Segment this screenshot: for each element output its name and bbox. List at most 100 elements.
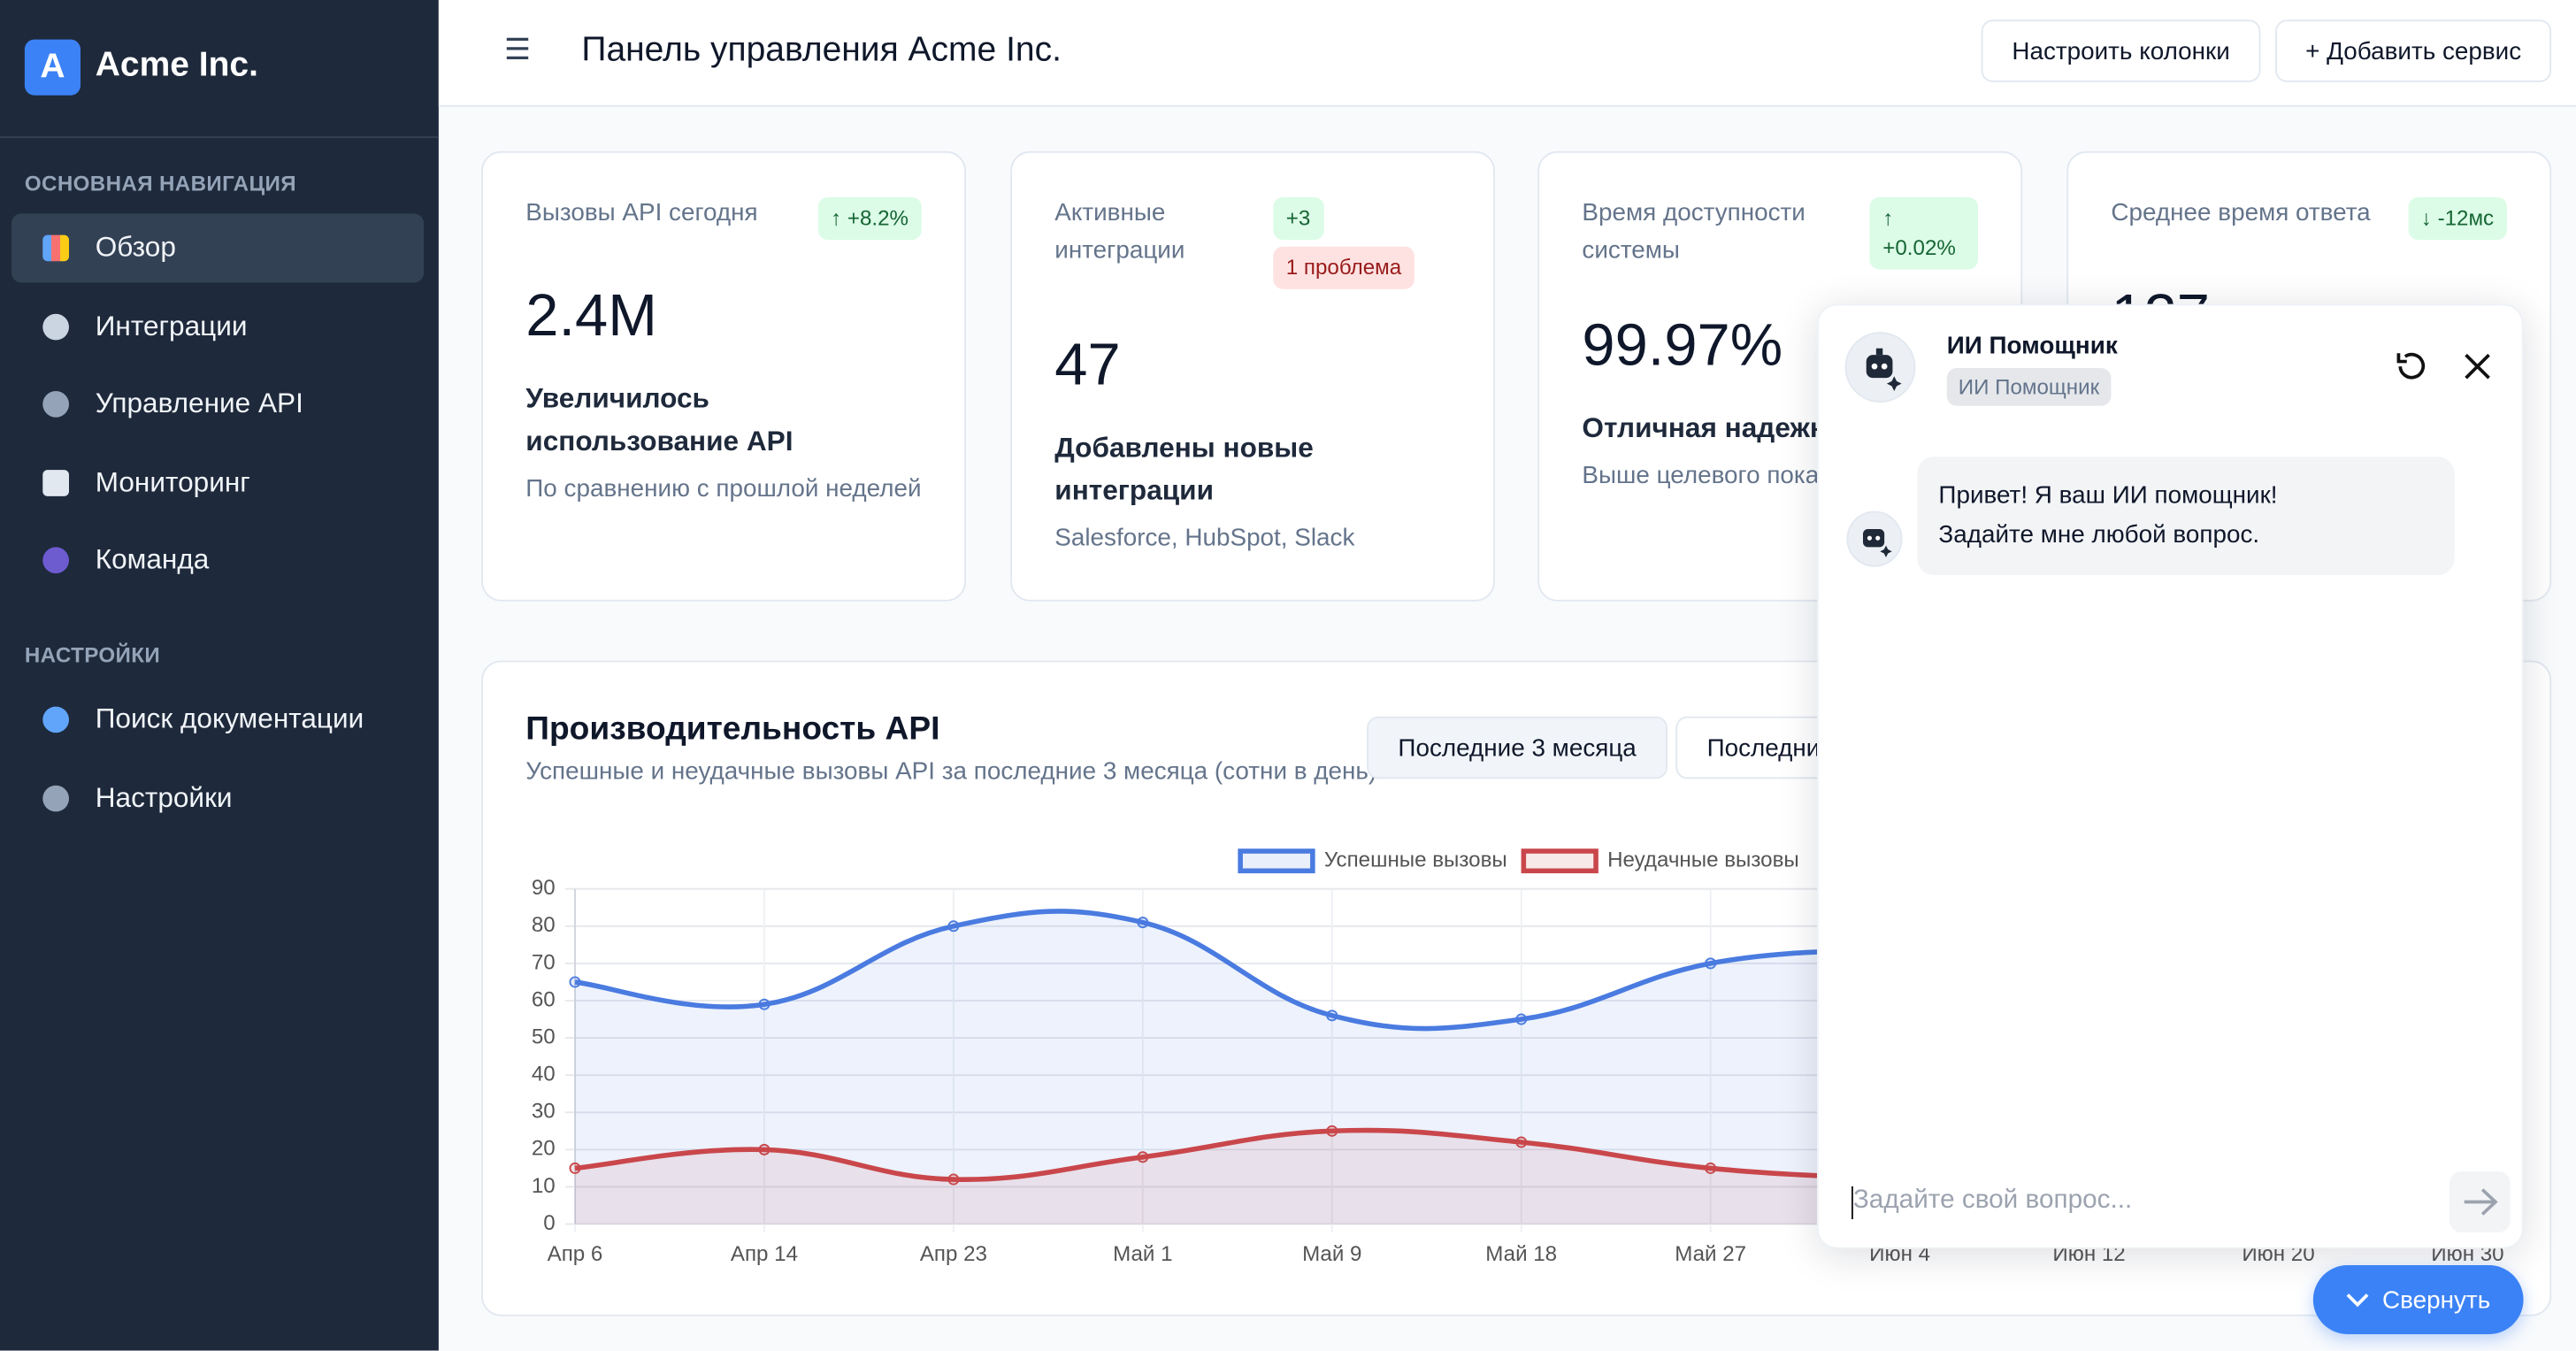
- x-tick-label: Апр 6: [548, 1242, 603, 1266]
- nav-icon: [42, 785, 69, 812]
- nav-icon: [42, 391, 69, 418]
- y-tick-label: 80: [532, 913, 556, 937]
- button[interactable]: Настроить колонки: [1981, 19, 2261, 82]
- nav-icon: [42, 706, 69, 733]
- data-point: [758, 998, 770, 1010]
- data-point: [569, 976, 581, 988]
- nav-icon: [42, 313, 69, 341]
- nav-item[interactable]: Управление API: [12, 370, 424, 439]
- x-tick-label: Май 9: [1302, 1242, 1361, 1266]
- send-button[interactable]: [2450, 1171, 2511, 1232]
- chat-panel: ИИ Помощник ИИ Помощник Привет! Я ваш ИИ…: [1817, 303, 2524, 1249]
- card-value: 2.4M: [525, 280, 657, 349]
- card-label: Активные интеграции: [1054, 198, 1185, 265]
- legend-label: Успешные вызовы: [1324, 848, 1507, 872]
- collapse-label: Свернуть: [2382, 1286, 2491, 1314]
- nav-item[interactable]: Настройки: [12, 764, 424, 833]
- card-note: По сравнению с прошлой неделей: [525, 474, 922, 503]
- y-tick-label: 50: [532, 1025, 556, 1048]
- chart-subtitle: Успешные и неудачные вызовы API за после…: [525, 757, 1377, 786]
- nav-item[interactable]: Поиск документации: [12, 685, 424, 754]
- nav-icon: [42, 470, 69, 496]
- badge: ↑ +8.2%: [817, 196, 922, 241]
- nav-label: Команда: [95, 543, 210, 575]
- reset-button[interactable]: [2392, 349, 2428, 385]
- x-tick-label: Май 1: [1113, 1242, 1172, 1266]
- data-point: [1705, 957, 1717, 970]
- sidebar: A Acme Inc. ОСНОВНАЯ НАВИГАЦИЯ Обзор Инт…: [0, 0, 439, 1351]
- area-fill: [575, 1130, 1900, 1224]
- chevron: [2346, 1293, 2369, 1308]
- card-label: Время доступности системы: [1582, 198, 1806, 265]
- nav-icon: [42, 234, 69, 262]
- chart-title: Производительность API: [525, 711, 940, 748]
- section-title: НАСТРОЙКИ: [24, 642, 161, 667]
- chat-tag: ИИ Помощник: [1946, 368, 2112, 406]
- section-title: ОСНОВНАЯ НАВИГАЦИЯ: [24, 171, 296, 196]
- data-point: [947, 920, 960, 933]
- data-point: [947, 1173, 960, 1186]
- data-point: [1705, 1162, 1717, 1174]
- card-note: Salesforce, HubSpot, Slack: [1054, 524, 1355, 552]
- x-tick-label: Апр 23: [920, 1242, 987, 1266]
- button[interactable]: + Добавить сервис: [2275, 19, 2552, 82]
- badge: ↓ -12мс: [2407, 196, 2507, 241]
- series-line: [574, 909, 1900, 1032]
- chart: 0 10 20 30 40 50 60 70 80 90 Апр 6 Апр 14 Апр 23 Май …: [532, 848, 2504, 1267]
- y-tick-label: 10: [532, 1174, 556, 1198]
- series-line: [574, 1127, 1900, 1182]
- legend-swatch: [1521, 848, 1598, 874]
- menu-button[interactable]: ☰: [504, 33, 532, 66]
- header: ☰ Панель управления Acme Inc. Настроить …: [438, 0, 2576, 107]
- brand-icon: A: [24, 39, 81, 96]
- y-tick-label: 60: [532, 987, 556, 1011]
- card-headline: Добавлены новые интеграции: [1054, 432, 1314, 506]
- badge: +3: [1272, 196, 1324, 241]
- badge: ↑ +0.02%: [1869, 196, 1978, 270]
- x-tick-label: Апр 14: [731, 1242, 798, 1266]
- stat-card: Вызовы API сегодня ↑ +8.2% 2.4M Увеличил…: [481, 150, 966, 602]
- chat-message: Привет! Я ваш ИИ помощник! Задайте мне л…: [1917, 457, 2455, 575]
- collapse-button[interactable]: Свернуть: [2312, 1265, 2524, 1334]
- data-point: [569, 1162, 581, 1174]
- nav-icon: [42, 547, 69, 574]
- close-button[interactable]: [2459, 349, 2496, 385]
- nav-item[interactable]: Обзор: [12, 213, 425, 283]
- input-caret: [1852, 1186, 1853, 1219]
- x-tick-label: Май 18: [1485, 1242, 1557, 1266]
- nav-label: Интеграции: [95, 311, 248, 342]
- chat-input[interactable]: Задайте свой вопрос...: [1852, 1186, 2133, 1215]
- nav-item[interactable]: Мониторинг: [12, 449, 424, 518]
- data-point: [1137, 1151, 1149, 1163]
- x-tick-label: Май 27: [1675, 1242, 1746, 1266]
- data-point: [1137, 917, 1149, 929]
- card-label: Вызовы API сегодня: [525, 198, 758, 227]
- card-value: 47: [1054, 330, 1121, 398]
- bot-icon: [1863, 529, 1892, 557]
- nav-label: Настройки: [95, 782, 233, 814]
- range-button[interactable]: Последние 3 месяца: [1367, 716, 1668, 779]
- nav-item[interactable]: Команда: [12, 526, 424, 595]
- bot-avatar: [1846, 510, 1903, 567]
- badge: 1 проблема: [1272, 246, 1414, 289]
- page-title: Панель управления Acme Inc.: [581, 31, 1062, 69]
- nav-label: Мониторинг: [95, 466, 250, 498]
- y-tick-label: 40: [532, 1063, 556, 1086]
- card-label: Среднее время ответа: [2111, 198, 2371, 227]
- y-tick-label: 70: [532, 950, 556, 974]
- nav-label: Обзор: [95, 231, 176, 264]
- data-point: [1515, 1136, 1528, 1148]
- data-point: [1326, 1009, 1338, 1022]
- data-point: [1515, 1013, 1528, 1025]
- data-point: [758, 1143, 770, 1155]
- stat-card: Активные интеграции +3 1 проблема 47 Доба…: [1010, 150, 1495, 602]
- bot-avatar: [1844, 332, 1916, 403]
- card-value: 99.97%: [1582, 311, 1783, 379]
- y-tick-label: 20: [532, 1137, 556, 1161]
- nav-item[interactable]: Интеграции: [12, 293, 424, 362]
- y-tick-label: 0: [543, 1211, 555, 1235]
- chat-title: ИИ Помощник: [1946, 332, 2118, 360]
